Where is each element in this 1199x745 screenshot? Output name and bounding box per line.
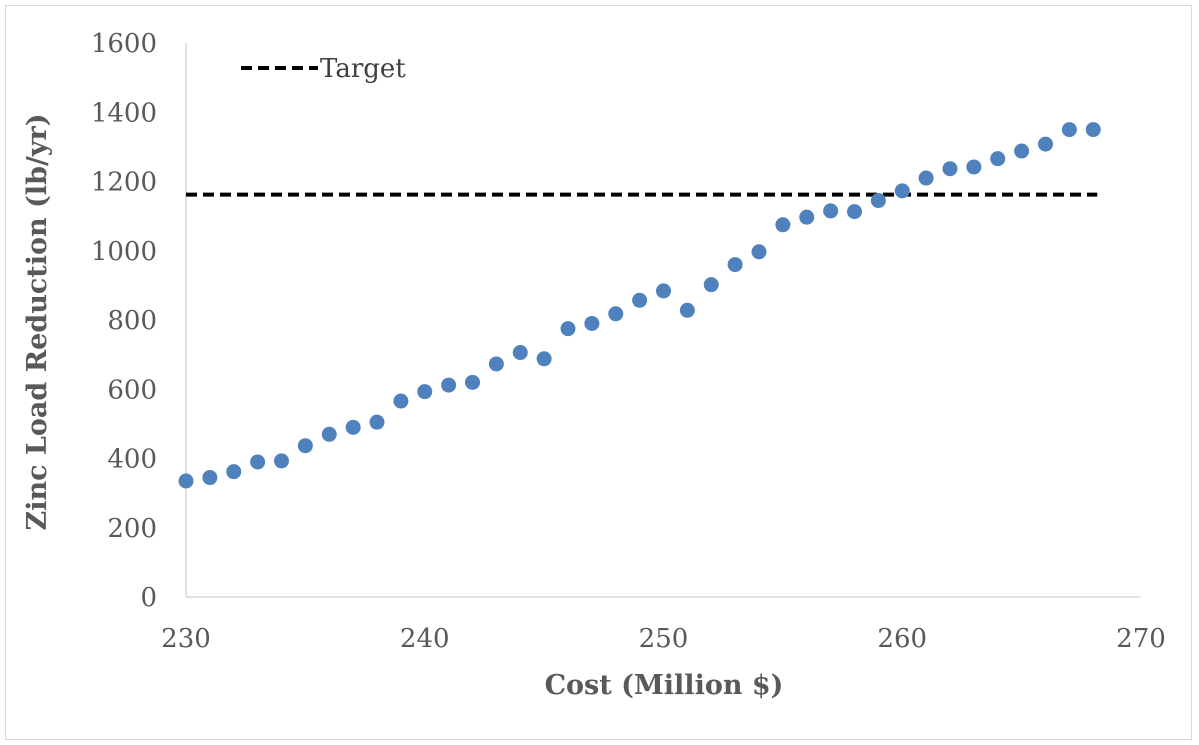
y-tick-label: 0 (140, 583, 157, 613)
data-point (1085, 122, 1101, 138)
data-point (679, 302, 695, 318)
data-point (751, 244, 767, 260)
data-point (823, 203, 839, 219)
x-tick-label: 270 (1116, 624, 1166, 654)
data-point (178, 473, 194, 489)
data-point (894, 183, 910, 199)
data-point (250, 454, 266, 470)
data-point (321, 426, 337, 442)
x-tick-label: 230 (161, 624, 211, 654)
data-point (632, 292, 648, 308)
data-point (966, 159, 982, 175)
y-tick-label: 800 (107, 306, 157, 336)
data-point (369, 414, 385, 430)
y-tick-label: 400 (107, 445, 157, 475)
data-point (1061, 122, 1077, 138)
data-point (1014, 143, 1030, 159)
x-tick-label: 240 (400, 624, 450, 654)
data-point (441, 377, 457, 393)
data-point (345, 419, 361, 435)
data-point (488, 356, 504, 372)
y-tick-label: 200 (107, 514, 157, 544)
data-point (918, 170, 934, 186)
data-point (512, 345, 528, 361)
legend: Target (241, 54, 406, 84)
y-axis-title: Zinc Load Reduction (lb/yr) (22, 114, 53, 531)
data-point (560, 321, 576, 337)
data-point (417, 384, 433, 400)
x-tick-labels: 230 240 250 260 270 (161, 624, 1166, 654)
data-point (202, 470, 218, 486)
y-tick-label: 600 (107, 375, 157, 405)
data-points (178, 122, 1101, 489)
data-point (608, 306, 624, 322)
data-point (847, 204, 862, 220)
data-point (799, 209, 815, 225)
data-point (775, 217, 791, 233)
data-point (656, 283, 671, 299)
y-tick-label: 1600 (91, 29, 157, 59)
x-tick-label: 260 (877, 624, 927, 654)
data-point (703, 277, 719, 293)
x-tick-label: 250 (639, 624, 689, 654)
y-tick-labels: 0 200 400 600 800 1000 1200 1400 1600 (91, 29, 157, 613)
y-tick-label: 1200 (91, 168, 157, 198)
y-tick-label: 1000 (91, 237, 157, 267)
legend-label-target: Target (320, 54, 406, 84)
data-point (584, 315, 600, 331)
data-point (990, 151, 1006, 167)
chart-frame (5, 5, 1192, 740)
data-point (274, 453, 289, 469)
data-point (870, 193, 886, 209)
data-point (1038, 136, 1053, 152)
x-axis-title: Cost (Million $) (545, 670, 784, 701)
data-point (465, 374, 480, 390)
data-point (727, 257, 743, 273)
data-point (226, 464, 242, 480)
data-point (297, 438, 313, 454)
y-tick-label: 1400 (91, 98, 157, 128)
data-point (393, 393, 409, 409)
data-point (536, 351, 552, 367)
data-point (942, 161, 958, 177)
